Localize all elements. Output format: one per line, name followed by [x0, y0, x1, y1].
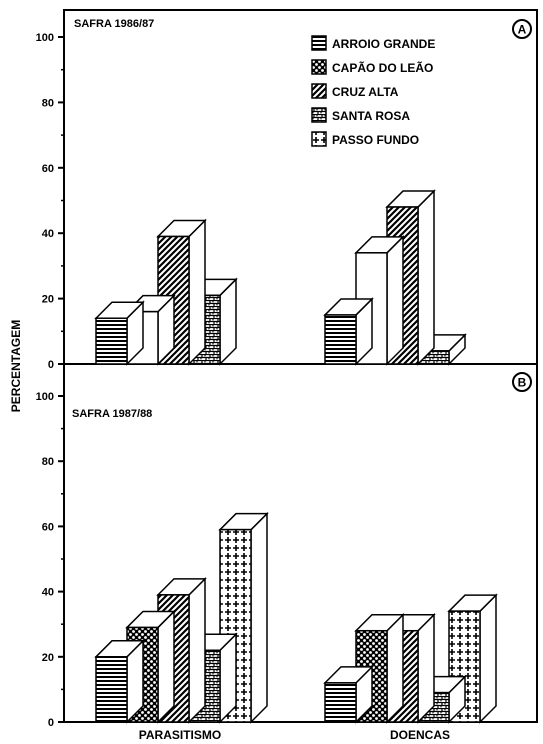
figure-frame [63, 9, 538, 723]
panel-b-ytick-label-60: 60 [42, 521, 54, 533]
legend-item-arroio-grande: ARROIO GRANDE [311, 35, 435, 51]
bar-b-doencas-arroio-grande [323, 665, 374, 724]
panel-a-bars [94, 189, 467, 366]
panel-b-ytick-label-40: 40 [42, 587, 54, 599]
bar-side-face [386, 612, 404, 724]
legend-item-santa-rosa: SANTA ROSA [311, 107, 410, 123]
legend-label-passo-fundo: PASSO FUNDO [332, 133, 419, 147]
panel-b-ytick-label-0: 0 [48, 717, 54, 729]
panel-b-bars [94, 511, 498, 724]
legend: ARROIO GRANDE CAPÃO DO LEÃO CRUZ ALTA SA… [311, 35, 435, 147]
panel-a-y-axis: 0 20 40 60 80 100 [36, 32, 64, 371]
panel-b-label-circle [512, 372, 532, 392]
legend-item-capao-do-leao: CAPÃO DO LEÃO [311, 59, 433, 75]
legend-item-passo-fundo: PASSO FUNDO [311, 131, 419, 147]
panel-b-ytick-label-80: 80 [42, 456, 54, 468]
bar-a-doencas-arroio-grande [323, 297, 374, 366]
legend-swatch-cruz-alta [311, 83, 327, 99]
panel-a-ytick-label-80: 80 [42, 97, 54, 109]
panel-b-title: SAFRA 1987/88 [72, 408, 152, 420]
panel-b-ytick-label-100: 100 [36, 391, 54, 403]
legend-swatch-santa-rosa [311, 107, 327, 123]
legend-label-santa-rosa: SANTA ROSA [332, 109, 410, 123]
category-label-parasitismo: PARASITISMO [139, 728, 221, 742]
legend-label-capao-do-leao: CAPÃO DO LEÃO [332, 60, 433, 75]
bar-front-face [324, 314, 357, 365]
panel-a-ytick-label-0: 0 [48, 359, 54, 371]
legend-swatch-passo-fundo [311, 131, 327, 147]
panel-a-ytick-label-20: 20 [42, 294, 54, 306]
panel-b-label: B [518, 376, 527, 390]
panel-a-ytick-label-40: 40 [42, 228, 54, 240]
panel-a-label-circle [512, 19, 532, 39]
legend-label-arroio-grande: ARROIO GRANDE [332, 37, 435, 51]
panel-a-ytick-label-100: 100 [36, 32, 54, 44]
bar-side-face [417, 612, 435, 724]
bar-side-face [417, 189, 435, 366]
panel-a-label: A [518, 23, 527, 37]
bar-front-face [95, 317, 128, 365]
bar-side-face [188, 577, 206, 724]
legend-swatch-capao-do-leao [311, 59, 327, 75]
bar-side-face [479, 593, 497, 724]
bar-front-face [324, 682, 357, 723]
bar-a-parasitismo-arroio-grande [94, 300, 145, 366]
y-axis-label: PERCENTAGEM [9, 320, 23, 412]
panel-b: SAFRA 1987/88 B 0 20 40 60 80 100 PARASITISMO… [36, 372, 532, 742]
bar-side-face [386, 235, 404, 366]
legend-item-cruz-alta: CRUZ ALTA [311, 83, 399, 99]
bar-side-face [250, 511, 268, 724]
bar-front-face [95, 656, 128, 723]
panel-a-title: SAFRA 1986/87 [74, 18, 154, 30]
panel-b-ytick-label-20: 20 [42, 652, 54, 664]
legend-label-cruz-alta: CRUZ ALTA [332, 85, 399, 99]
panel-b-y-axis: 0 20 40 60 80 100 [36, 391, 64, 729]
bar-b-parasitismo-arroio-grande [94, 638, 145, 724]
category-label-doencas: DOENCAS [390, 728, 450, 742]
panel-a: SAFRA 1986/87 A 0 20 40 60 80 100 ARROIO GRAN… [36, 18, 532, 371]
bar-side-face [157, 609, 175, 724]
bar-side-face [188, 218, 206, 366]
legend-swatch-arroio-grande [311, 35, 327, 51]
panel-a-ytick-label-60: 60 [42, 163, 54, 175]
